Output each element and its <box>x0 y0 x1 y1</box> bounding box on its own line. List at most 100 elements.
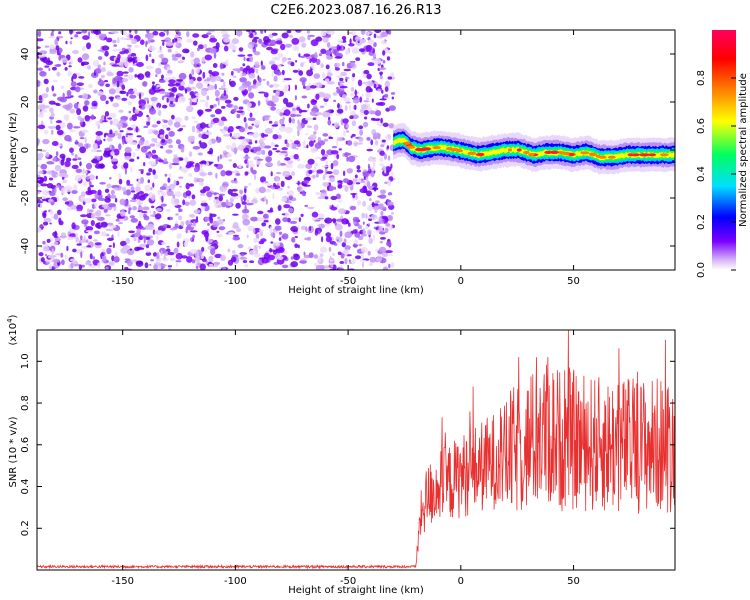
noise-speckle <box>352 197 356 201</box>
noise-speckle <box>343 178 349 184</box>
noise-speckle <box>178 176 184 179</box>
noise-speckle <box>48 177 54 181</box>
signal-hotspot <box>549 150 559 154</box>
noise-speckle <box>185 220 190 226</box>
noise-speckle <box>39 82 43 86</box>
noise-speckle <box>164 134 169 140</box>
noise-speckle <box>112 49 119 52</box>
noise-speckle <box>79 146 87 154</box>
noise-speckle <box>306 69 314 77</box>
noise-speckle <box>169 257 176 262</box>
noise-speckle <box>337 251 342 256</box>
noise-speckle <box>211 154 214 157</box>
noise-speckle <box>304 204 309 208</box>
noise-speckle <box>219 96 224 99</box>
noise-speckle <box>314 162 319 167</box>
noise-speckle <box>263 36 270 43</box>
noise-speckle <box>49 209 54 216</box>
noise-speckle <box>183 241 189 247</box>
noise-speckle <box>80 195 86 202</box>
noise-speckle <box>348 259 351 263</box>
noise-speckle <box>82 181 88 186</box>
noise-speckle <box>305 163 313 169</box>
noise-speckle <box>116 80 120 88</box>
noise-speckle <box>142 81 148 87</box>
noise-speckle <box>75 168 83 173</box>
noise-speckle <box>222 181 229 188</box>
noise-speckle <box>322 182 330 187</box>
noise-speckle <box>117 231 120 238</box>
noise-speckle <box>81 129 89 134</box>
noise-speckle <box>236 68 241 73</box>
noise-speckle <box>216 204 223 208</box>
noise-speckle <box>43 175 48 182</box>
noise-speckle <box>100 163 104 169</box>
noise-speckle <box>299 55 307 59</box>
noise-speckle <box>147 37 151 44</box>
noise-speckle <box>79 137 85 140</box>
noise-speckle <box>93 163 96 166</box>
noise-speckle <box>133 236 137 242</box>
noise-speckle <box>350 92 355 97</box>
x-tick-label: -50 <box>340 576 356 587</box>
noise-speckle <box>379 98 387 101</box>
noise-speckle <box>260 60 263 67</box>
noise-speckle <box>335 223 343 231</box>
noise-speckle <box>343 238 347 243</box>
noise-speckle <box>310 62 314 69</box>
noise-speckle <box>52 79 59 83</box>
noise-speckle <box>330 150 339 155</box>
noise-speckle <box>236 228 242 233</box>
noise-speckle <box>129 94 137 99</box>
noise-speckle <box>186 38 194 43</box>
noise-speckle <box>380 31 388 38</box>
noise-speckle <box>90 220 95 226</box>
noise-speckle <box>227 248 231 253</box>
noise-speckle <box>269 103 277 107</box>
noise-speckle <box>110 158 119 162</box>
noise-speckle <box>134 148 140 152</box>
noise-speckle <box>105 214 111 217</box>
noise-speckle <box>363 121 369 128</box>
noise-speckle <box>155 207 162 212</box>
noise-speckle <box>72 50 79 54</box>
noise-speckle <box>364 116 368 120</box>
noise-speckle <box>299 77 307 83</box>
noise-speckle <box>132 152 136 158</box>
noise-speckle <box>178 85 185 91</box>
noise-speckle <box>360 252 364 260</box>
noise-speckle <box>139 243 148 248</box>
noise-speckle <box>326 72 333 77</box>
noise-speckle <box>80 214 87 218</box>
noise-speckle <box>167 83 176 87</box>
noise-speckle <box>37 80 41 87</box>
noise-speckle <box>285 212 290 218</box>
noise-speckle <box>113 256 120 263</box>
noise-speckle <box>208 70 213 74</box>
noise-speckle <box>358 125 364 130</box>
noise-speckle <box>136 57 141 61</box>
noise-speckle <box>360 246 368 253</box>
noise-speckle <box>135 260 144 267</box>
noise-speckle <box>322 133 329 137</box>
noise-speckle <box>198 161 207 165</box>
snr-x-label: Height of straight line (km) <box>288 585 424 596</box>
signal-hotspot <box>415 147 422 152</box>
noise-speckle <box>309 111 317 116</box>
noise-speckle <box>225 170 233 176</box>
noise-speckle <box>50 32 54 37</box>
signal-hotspot <box>478 152 485 156</box>
noise-speckle <box>284 157 291 161</box>
noise-speckle <box>303 251 306 256</box>
noise-speckle <box>180 146 185 153</box>
noise-speckle <box>341 242 346 248</box>
noise-speckle <box>178 72 187 80</box>
noise-speckle <box>121 84 126 90</box>
noise-speckle <box>163 253 166 260</box>
noise-speckle <box>61 187 66 195</box>
noise-speckle <box>39 50 48 55</box>
noise-speckle <box>325 78 330 82</box>
noise-speckle <box>139 211 144 219</box>
